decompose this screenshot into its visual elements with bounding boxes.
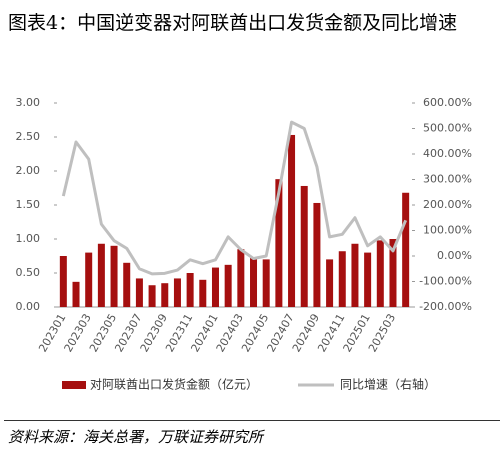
source: 资料来源：海关总署，万联证券研究所: [8, 428, 264, 446]
y2-tick-label: 100.00%: [423, 224, 472, 237]
y2-tick-label: 400.00%: [423, 147, 472, 160]
bar: [326, 259, 334, 307]
y2-tick-label: 300.00%: [423, 173, 472, 186]
bar: [288, 134, 296, 307]
bar: [85, 252, 93, 307]
bar: [376, 240, 384, 307]
y-tick-label: 2.50: [16, 130, 41, 143]
y2-tick-label: -100.00%: [419, 275, 472, 288]
legend-label: 对阿联酋出口发货金额（亿元）: [90, 377, 258, 392]
chart-title: 图表4：中国逆变器对阿联酋出口发货金额及同比增速: [8, 12, 458, 34]
bar: [186, 273, 194, 307]
y-tick-label: 0.50: [16, 266, 41, 279]
bar: [364, 252, 372, 307]
bar: [211, 267, 219, 307]
bar: [199, 279, 207, 307]
y-tick-label: 2.00: [16, 164, 41, 177]
y2-tick-label: 200.00%: [423, 198, 472, 211]
bar: [173, 278, 181, 307]
y-tick-label: 1.50: [16, 198, 41, 211]
y2-tick-label: -200.00%: [419, 300, 472, 313]
bar: [161, 283, 169, 307]
legend-label: 同比增速（右轴）: [340, 377, 436, 392]
bar: [237, 249, 245, 307]
bar: [59, 256, 67, 307]
bar: [97, 243, 105, 307]
bar: [72, 281, 80, 307]
y2-tick-label: 600.00%: [423, 96, 472, 109]
bar: [224, 264, 232, 307]
divider: [4, 420, 500, 421]
bar: [262, 259, 270, 307]
bar: [313, 202, 321, 307]
bar: [123, 262, 131, 307]
y-tick-label: 1.00: [16, 232, 41, 245]
y-tick-label: 0.00: [16, 300, 41, 313]
y2-tick-label: 500.00%: [423, 122, 472, 135]
bar: [389, 239, 397, 307]
chart: 0.00 0.50 1.00 1.50 2.00 2.50 3.00 -200.00% -100…: [16, 96, 473, 392]
bar: [300, 185, 308, 307]
y2-tick-label: 0.00%: [437, 249, 472, 262]
y-tick-label: 3.00: [16, 96, 41, 109]
bar: [275, 179, 283, 307]
legend-swatch: [62, 381, 86, 389]
bar: [338, 251, 346, 307]
bar: [148, 285, 156, 307]
bar: [402, 192, 410, 307]
bar: [135, 278, 143, 307]
bar: [110, 245, 118, 307]
line: [61, 120, 408, 276]
bar: [351, 243, 359, 307]
bar: [250, 258, 258, 307]
